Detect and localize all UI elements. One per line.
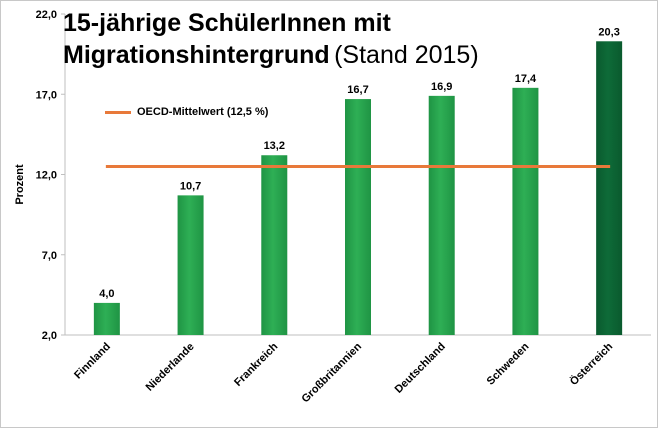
bar [596,41,623,335]
x-tick-label: Österreich [567,340,615,388]
chart-title-suffix: (Stand 2015) [334,41,479,69]
bar-value-label: 10,7 [180,180,201,192]
y-axis-title: Prozent [14,164,26,205]
bar-value-label: 16,9 [431,81,452,93]
x-tick-label: Schweden [485,340,532,387]
bar [261,155,288,335]
y-tick-label: 7,0 [42,250,57,262]
x-tick-label: Deutschland [393,341,448,396]
legend-label-oecd: OECD-Mittelwert (12,5 %) [137,106,269,118]
chart-title-line1: 15-jährige SchülerInnen mit [63,9,391,37]
y-tick-label: 12,0 [36,170,57,182]
y-tick-label: 17,0 [36,89,57,101]
chart-title: 15-jährige SchülerInnen mit Migrationshi… [63,7,479,75]
bar [93,302,120,335]
bar-value-label: 13,2 [264,140,285,152]
chart-legend: OECD-Mittelwert (12,5 %) [105,106,268,118]
bar-value-label: 20,3 [598,26,619,38]
bar-value-label: 4,0 [99,288,114,300]
bar [345,99,371,335]
legend-swatch-oecd [105,110,131,114]
x-tick-label: Niederlande [144,341,197,394]
y-tick-label: 2,0 [42,330,57,342]
x-tick-label: Finnland [72,341,113,382]
y-tick-label: 22,0 [36,9,57,21]
bar-value-label: 16,7 [347,84,368,96]
bar [512,87,539,335]
x-tick-label: Frankreich [232,340,280,388]
chart-title-line2: Migrationshintergrund [63,41,330,69]
bar-value-label: 17,4 [515,73,537,85]
bar [177,195,204,335]
bar [428,95,455,335]
x-tick-label: Großbritannien [299,340,364,405]
